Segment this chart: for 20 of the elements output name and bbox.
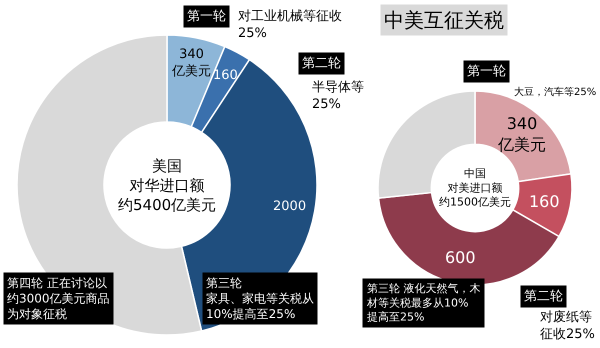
text: 第二轮: [302, 56, 341, 71]
text: 第一轮: [187, 9, 226, 24]
text: 对工业机械等征收25%: [238, 9, 342, 41]
text: 中国对美进口额约1500亿美元: [439, 167, 511, 209]
text: 大豆，汽车等25%: [514, 86, 596, 98]
text: 第一轮: [467, 64, 506, 79]
data-label: 340 亿美元: [171, 47, 211, 79]
chart-title: 中美互征关税: [384, 8, 504, 32]
text: 第三轮家具、家电等关税从10%提高至25%: [206, 276, 314, 322]
data-label: 340 亿美元: [497, 114, 546, 154]
text: 第三轮 液化天然气，木材等关税最多从10%提高至25%: [366, 282, 480, 324]
data-label: 600: [445, 248, 476, 267]
data-label: 2000: [273, 199, 306, 214]
data-label: 160: [213, 68, 238, 83]
data-label: 160: [529, 192, 560, 211]
text: 第四轮 正在讨论以约3000亿美元商品为对象征税: [7, 276, 110, 322]
text: 对废纸等征收25%: [540, 310, 595, 342]
text: 半导体等25%: [312, 80, 364, 112]
text: 第二轮: [524, 289, 563, 304]
text: 美国对华进口额约5400亿美元: [118, 157, 216, 214]
